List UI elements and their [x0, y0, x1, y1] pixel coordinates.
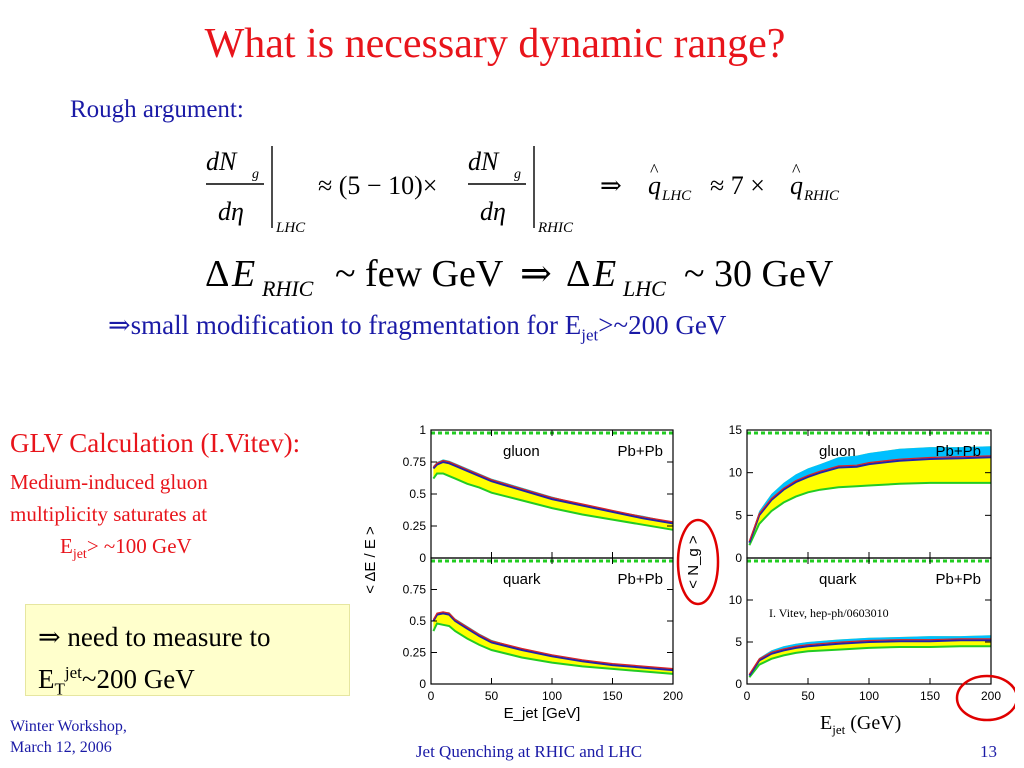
y-tick-label: 10 — [729, 593, 743, 607]
y-tick-label: 5 — [735, 508, 742, 522]
y-tick-label: 0 — [735, 677, 742, 691]
y-tick-label: 0 — [419, 551, 426, 565]
svg-text:⇒: ⇒ — [520, 253, 552, 295]
conclusion-line: ⇒small modification to fragmentation for… — [108, 310, 727, 345]
y-tick-label: 0.75 — [403, 455, 427, 469]
x-tick-label: 50 — [801, 689, 815, 703]
panel-left-bottom: 0 0.25 0.5 0.75 0 50 100 150 200 quark Pb+Pb E_jet … — [403, 557, 683, 722]
svg-text:RHIC: RHIC — [261, 276, 314, 300]
equation-energy-loss: Δ E RHIC ~ few GeV ⇒ Δ E LHC ~ 30 GeV — [205, 253, 834, 300]
eq1-den-right: dη — [480, 197, 506, 226]
x-tick-label: 200 — [663, 689, 683, 703]
y-tick-label: 15 — [729, 423, 743, 437]
upper-band — [749, 446, 991, 543]
svg-text:q: q — [790, 171, 803, 200]
band-lower-edge — [748, 645, 991, 678]
svg-text:LHC: LHC — [622, 276, 666, 300]
x200-highlight-circle — [955, 674, 1015, 722]
ng-highlight-circle — [676, 518, 720, 606]
eq1-rhic: RHIC — [537, 220, 574, 236]
svg-text:~ few GeV: ~ few GeV — [335, 253, 504, 295]
central-line-red — [432, 611, 674, 670]
panel-label: quark — [819, 571, 857, 588]
panel-system: Pb+Pb — [936, 443, 981, 460]
panel-label: gluon — [819, 443, 856, 460]
panel-label: gluon — [503, 443, 540, 460]
central-line-red — [748, 638, 991, 675]
glv-description: Medium-induced gluon multiplicity satura… — [10, 470, 208, 563]
panel-label: quark — [503, 571, 541, 588]
central-line-red — [748, 455, 992, 542]
eq1-factor: ≈ (5 − 10)× — [318, 171, 437, 200]
panel-system: Pb+Pb — [618, 443, 663, 460]
slide-title: What is necessary dynamic range? — [204, 21, 786, 67]
eq1-num-left: dN — [206, 147, 238, 176]
y-tick-label: 1 — [419, 423, 426, 437]
right-xaxis-label: Ejet (GeV) — [820, 712, 902, 737]
y-tick-label: 0.25 — [403, 519, 427, 533]
x-tick-label: 200 — [981, 689, 1001, 703]
central-line — [748, 639, 991, 677]
eq1-lhc: LHC — [275, 220, 306, 236]
citation-text: I. Vitev, hep-ph/0603010 — [769, 606, 889, 620]
y-axis-label: < ΔE / E > — [362, 526, 379, 594]
x-tick-label: 0 — [428, 689, 435, 703]
glv-title: GLV Calculation (I.Vitev): — [10, 428, 301, 458]
band-lower-edge — [432, 622, 674, 675]
y-tick-label: 0.5 — [409, 614, 426, 628]
band-lower-edge — [748, 481, 991, 546]
footer-event: Winter Workshop, March 12, 2006 — [10, 718, 127, 756]
y-tick-label: 0.25 — [403, 646, 427, 660]
central-line — [432, 460, 674, 525]
band-lower-edge — [432, 472, 674, 531]
eq1-q-rhic: RHIC — [803, 188, 840, 204]
page-number: 13 — [980, 742, 997, 761]
svg-text:E: E — [231, 253, 255, 295]
eq1-q-rel: ≈ 7 × — [710, 171, 765, 200]
footer-title: Jet Quenching at RHIC and LHC — [415, 742, 643, 761]
y-tick-label: 0.75 — [403, 583, 427, 597]
central-line-red — [432, 459, 674, 523]
y-tick-label: 5 — [735, 635, 742, 649]
eq1-q-lhc: LHC — [661, 188, 692, 204]
svg-text:^: ^ — [650, 160, 659, 180]
rough-argument-label: Rough argument: — [70, 96, 244, 123]
x-axis-label: E_jet [GeV] — [504, 705, 581, 722]
y-tick-label: 0 — [735, 551, 742, 565]
x-tick-label: 100 — [542, 689, 562, 703]
y-tick-label: 0 — [419, 677, 426, 691]
panel-left-top: 0 0.25 0.5 0.75 1 gluon Pb+Pb < ΔE / E > — [362, 423, 674, 594]
svg-text:Δ: Δ — [205, 253, 229, 295]
upper-band — [433, 459, 673, 524]
equation-multiplicity-ratio: dN g dη LHC ≈ (5 − 10)× dN g dη RHIC ⇒ q… — [206, 146, 840, 236]
panel-right-top: 0 5 10 15 gluon Pb+Pb < N_g > — [685, 423, 992, 589]
central-line — [432, 612, 674, 672]
eq1-sub-g-left: g — [252, 167, 259, 182]
svg-text:Δ: Δ — [566, 253, 590, 295]
eq1-implies: ⇒ — [600, 171, 622, 200]
x-tick-label: 150 — [920, 689, 940, 703]
svg-text:E: E — [592, 253, 616, 295]
eq1-den-left: dη — [218, 197, 244, 226]
measure-callout-box: ⇒ need to measure to ETjet~200 GeV — [25, 604, 350, 698]
x-tick-label: 100 — [859, 689, 879, 703]
eq1-sub-g-right: g — [514, 167, 521, 182]
svg-text:~ 30 GeV: ~ 30 GeV — [684, 253, 834, 295]
y-tick-label: 10 — [729, 466, 743, 480]
svg-text:q: q — [648, 171, 661, 200]
uncertainty-band — [433, 612, 673, 674]
x-tick-label: 50 — [485, 689, 499, 703]
x-tick-label: 0 — [744, 689, 751, 703]
y-axis-label: < N_g > — [685, 535, 702, 589]
central-line — [748, 456, 992, 543]
glv-charts: 0 0.25 0.5 0.75 1 gluon Pb+Pb < ΔE / E > 0 0.25 0.… — [362, 423, 1015, 722]
panel-system: Pb+Pb — [618, 571, 663, 588]
eq1-num-right: dN — [468, 147, 500, 176]
y-tick-label: 0.5 — [409, 487, 426, 501]
svg-text:^: ^ — [792, 160, 801, 180]
x-tick-label: 150 — [602, 689, 622, 703]
panel-system: Pb+Pb — [936, 571, 981, 588]
